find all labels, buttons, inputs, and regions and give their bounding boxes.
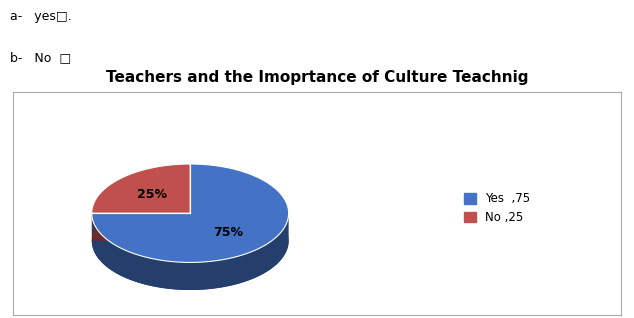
Text: b-   No  □: b- No □ bbox=[10, 51, 70, 64]
Legend: Yes  ,75, No ,25: Yes ,75, No ,25 bbox=[458, 186, 536, 230]
Text: 25%: 25% bbox=[137, 188, 167, 201]
Title: Teachers and the Imoprtance of Culture Teachnig: Teachers and the Imoprtance of Culture T… bbox=[106, 71, 528, 86]
Polygon shape bbox=[92, 164, 190, 213]
Polygon shape bbox=[92, 191, 288, 290]
Polygon shape bbox=[92, 213, 288, 290]
Polygon shape bbox=[92, 164, 288, 262]
Text: a-   yes□.: a- yes□. bbox=[10, 10, 71, 23]
Text: 75%: 75% bbox=[214, 226, 243, 239]
Polygon shape bbox=[92, 191, 190, 241]
